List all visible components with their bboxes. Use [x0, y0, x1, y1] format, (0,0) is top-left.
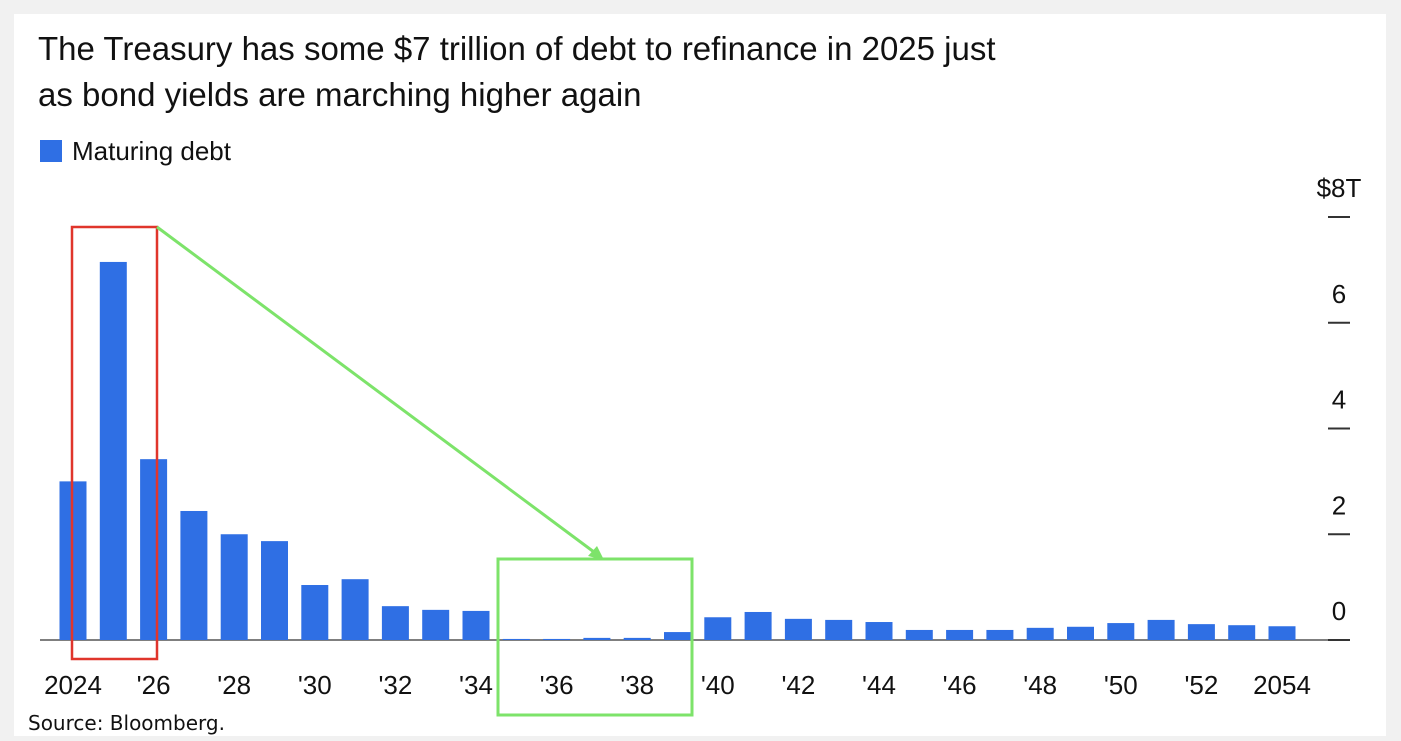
- y-tick-label: $8T: [1317, 173, 1362, 203]
- y-tick-label: 0: [1332, 596, 1346, 626]
- legend-swatch: [40, 140, 62, 162]
- highlight-box: [70, 225, 159, 661]
- bar: [462, 610, 490, 640]
- x-tick-label: '28: [217, 670, 251, 700]
- bar: [543, 638, 571, 640]
- x-tick-label: '30: [298, 670, 332, 700]
- x-tick-label: 2054: [1253, 670, 1311, 700]
- y-tick-label: 6: [1332, 279, 1346, 309]
- x-tick-label: '42: [781, 670, 815, 700]
- bar: [301, 585, 329, 640]
- legend-label: Maturing debt: [72, 136, 232, 166]
- bar: [140, 459, 168, 640]
- bar: [1026, 627, 1054, 640]
- x-tick-label: 2024: [44, 670, 102, 700]
- background: [14, 14, 1386, 736]
- bar: [744, 611, 772, 640]
- bar: [422, 609, 450, 640]
- arrow-head: [588, 546, 604, 560]
- bar: [664, 632, 691, 640]
- bar: [623, 637, 651, 640]
- bar: [1107, 623, 1135, 640]
- bar: [220, 534, 248, 640]
- bar: [946, 629, 974, 640]
- x-tick-label: '40: [701, 670, 735, 700]
- bar: [825, 619, 853, 640]
- source: Source: Bloomberg.: [28, 711, 225, 735]
- bar: [1067, 626, 1094, 640]
- bar: [180, 510, 208, 640]
- x-tick-label: '44: [862, 670, 896, 700]
- bar: [784, 618, 812, 640]
- title-line: The Treasury has some $7 trillion of deb…: [38, 30, 996, 67]
- x-tick-label: '32: [378, 670, 412, 700]
- bar: [865, 622, 893, 640]
- x-tick-label: '52: [1184, 670, 1218, 700]
- y-tick-label: 2: [1332, 490, 1346, 520]
- bar: [99, 261, 127, 640]
- bar: [381, 606, 409, 640]
- bar: [1268, 626, 1296, 640]
- bar: [261, 541, 288, 640]
- bar: [1228, 625, 1256, 640]
- highlight-box: [496, 557, 694, 717]
- x-tick-label: '46: [943, 670, 977, 700]
- bar: [986, 629, 1014, 640]
- bar: [905, 629, 933, 640]
- x-tick-label: '36: [540, 670, 574, 700]
- x-tick-label: '48: [1023, 670, 1057, 700]
- x-tick-label: '34: [459, 670, 493, 700]
- bar: [704, 617, 732, 640]
- title-line: as bond yields are marching higher again: [38, 76, 642, 113]
- x-tick-label: '26: [137, 670, 171, 700]
- bar: [1187, 624, 1215, 640]
- arrow: [156, 225, 599, 557]
- bar: [1147, 619, 1175, 640]
- bar: [583, 637, 611, 640]
- bar: [341, 579, 369, 640]
- x-tick-label: '50: [1104, 670, 1138, 700]
- chart-title: The Treasury has some $7 trillion of deb…: [38, 30, 1005, 113]
- x-tick-label: '38: [620, 670, 654, 700]
- bar: [502, 638, 530, 640]
- y-tick-label: 4: [1332, 385, 1346, 415]
